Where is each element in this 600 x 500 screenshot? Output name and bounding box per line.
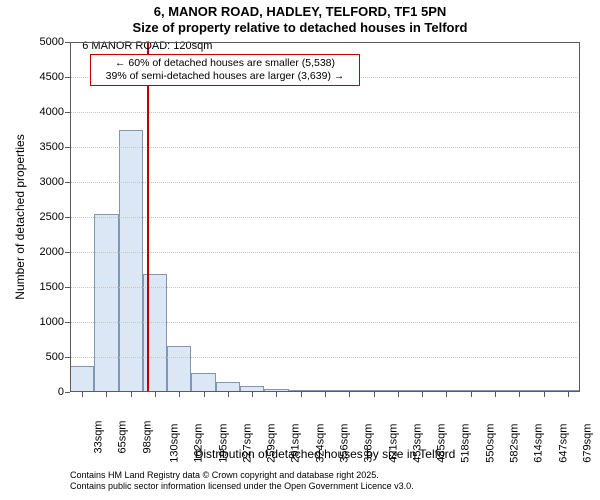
x-tick-label: 614sqm bbox=[533, 424, 545, 463]
title-line-1: 6, MANOR ROAD, HADLEY, TELFORD, TF1 5PN bbox=[0, 4, 600, 20]
x-tick-label: 679sqm bbox=[581, 424, 593, 463]
y-tick-mark bbox=[65, 392, 70, 393]
x-tick-label: 98sqm bbox=[141, 421, 153, 454]
x-tick-mark bbox=[252, 392, 253, 397]
x-axis-label: Distribution of detached houses by size … bbox=[195, 447, 456, 461]
title-block: 6, MANOR ROAD, HADLEY, TELFORD, TF1 5PN … bbox=[0, 4, 600, 37]
y-tick-label: 500 bbox=[46, 351, 64, 363]
chart-area: 6 MANOR ROAD: 120sqm ← 60% of detached h… bbox=[70, 42, 580, 392]
x-tick-mark bbox=[276, 392, 277, 397]
x-tick-mark bbox=[398, 392, 399, 397]
x-tick-label: 518sqm bbox=[460, 424, 472, 463]
x-tick-mark bbox=[544, 392, 545, 397]
x-tick-label: 647sqm bbox=[557, 424, 569, 463]
y-tick-label: 3000 bbox=[40, 176, 64, 188]
x-tick-mark bbox=[446, 392, 447, 397]
x-tick-mark bbox=[131, 392, 132, 397]
y-tick-mark bbox=[65, 42, 70, 43]
x-tick-mark bbox=[349, 392, 350, 397]
x-tick-mark bbox=[179, 392, 180, 397]
y-tick-label: 5000 bbox=[40, 36, 64, 48]
x-tick-label: 65sqm bbox=[117, 421, 129, 454]
x-tick-mark bbox=[204, 392, 205, 397]
y-axis-label: Number of detached properties bbox=[13, 134, 27, 299]
footer: Contains HM Land Registry data © Crown c… bbox=[70, 470, 414, 493]
x-tick-mark bbox=[301, 392, 302, 397]
y-tick-mark bbox=[65, 287, 70, 288]
x-tick-label: 33sqm bbox=[93, 421, 105, 454]
x-tick-mark bbox=[106, 392, 107, 397]
y-tick-mark bbox=[65, 147, 70, 148]
x-tick-mark bbox=[519, 392, 520, 397]
y-tick-label: 1000 bbox=[40, 316, 64, 328]
y-tick-mark bbox=[65, 252, 70, 253]
y-tick-label: 2000 bbox=[40, 246, 64, 258]
y-tick-mark bbox=[65, 322, 70, 323]
y-tick-label: 0 bbox=[58, 386, 64, 398]
x-tick-mark bbox=[568, 392, 569, 397]
x-tick-mark bbox=[325, 392, 326, 397]
x-tick-mark bbox=[422, 392, 423, 397]
x-tick-mark bbox=[374, 392, 375, 397]
footer-line-1: Contains HM Land Registry data © Crown c… bbox=[70, 470, 414, 481]
y-tick-mark bbox=[65, 217, 70, 218]
y-tick-mark bbox=[65, 357, 70, 358]
y-tick-label: 4500 bbox=[40, 71, 64, 83]
y-tick-label: 4000 bbox=[40, 106, 64, 118]
y-tick-label: 3500 bbox=[40, 141, 64, 153]
y-tick-mark bbox=[65, 77, 70, 78]
x-tick-mark bbox=[155, 392, 156, 397]
x-tick-label: 582sqm bbox=[509, 424, 521, 463]
x-tick-mark bbox=[471, 392, 472, 397]
chart-container: 6, MANOR ROAD, HADLEY, TELFORD, TF1 5PN … bbox=[0, 0, 600, 500]
plot-border bbox=[70, 42, 580, 392]
x-tick-label: 130sqm bbox=[169, 424, 181, 463]
footer-line-2: Contains public sector information licen… bbox=[70, 481, 414, 492]
x-tick-mark bbox=[82, 392, 83, 397]
y-tick-label: 2500 bbox=[40, 211, 64, 223]
y-tick-mark bbox=[65, 112, 70, 113]
y-tick-label: 1500 bbox=[40, 281, 64, 293]
y-tick-mark bbox=[65, 182, 70, 183]
x-tick-mark bbox=[495, 392, 496, 397]
title-line-2: Size of property relative to detached ho… bbox=[0, 20, 600, 36]
x-tick-mark bbox=[228, 392, 229, 397]
x-tick-label: 550sqm bbox=[484, 424, 496, 463]
